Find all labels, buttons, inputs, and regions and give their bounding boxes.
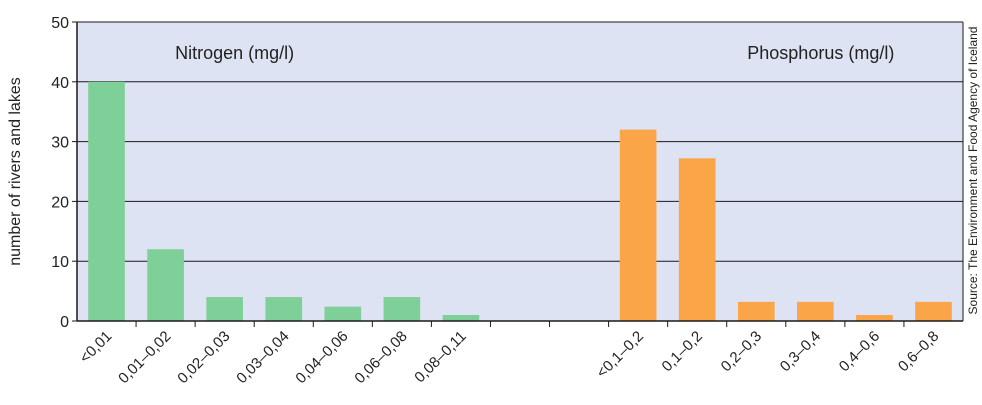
x-tick-labels: <0,01 0,01–0,02 0,02–0,03 0,03–0,04 0,04–0,0… (76, 328, 942, 387)
bar (797, 301, 834, 321)
group-label-nitrogen: Nitrogen (mg/l) (175, 43, 294, 63)
x-tick-label: <0,1–0,2 (593, 328, 647, 382)
x-tick-label: 0,2–0,3 (718, 328, 765, 375)
x-tick-label: 0,3–0,4 (777, 328, 824, 375)
axes (72, 21, 964, 327)
y-tick-label: 30 (51, 135, 69, 152)
y-tick-label: 20 (51, 194, 69, 211)
y-tick-label: 0 (60, 314, 69, 331)
bar (206, 297, 243, 321)
y-tick-label: 10 (51, 254, 69, 271)
plot-background (77, 22, 963, 321)
x-tick-label: 0,02–0,03 (174, 328, 233, 387)
grid-lines (77, 21, 963, 262)
y-tick-labels: 0 10 20 30 40 50 (51, 15, 69, 331)
x-tick-label: 0,01–0,02 (115, 328, 174, 387)
bar (324, 306, 362, 321)
bar (147, 249, 184, 321)
bar (383, 297, 421, 321)
x-tick-label: <0,01 (76, 328, 115, 367)
x-tick-label: 0,6–0,8 (895, 328, 942, 375)
group-label-phosphorus: Phosphorus (mg/l) (747, 43, 894, 63)
bars (88, 81, 952, 321)
x-tick-label: 0,03–0,04 (233, 328, 292, 387)
x-tick-label: 0,1–0,2 (659, 328, 706, 375)
bar (678, 158, 716, 321)
x-tick-label: 0,08–0,11 (411, 328, 469, 386)
source-note: Source: The Environment and Food Agency … (966, 27, 980, 315)
x-tick-label: 0,4–0,6 (836, 328, 883, 375)
y-tick-label: 40 (51, 75, 69, 92)
y-axis-label: number of rivers and lakes (7, 77, 24, 266)
x-tick-label: 0,04–0,06 (292, 328, 351, 387)
bar (915, 301, 952, 321)
bar (88, 81, 125, 321)
bar (619, 129, 657, 321)
bar (442, 315, 480, 321)
x-tick-label: 0,06–0,08 (351, 328, 410, 387)
bar (856, 315, 893, 321)
y-tick-label: 50 (51, 15, 69, 32)
bar (265, 297, 303, 321)
bar (737, 301, 775, 321)
